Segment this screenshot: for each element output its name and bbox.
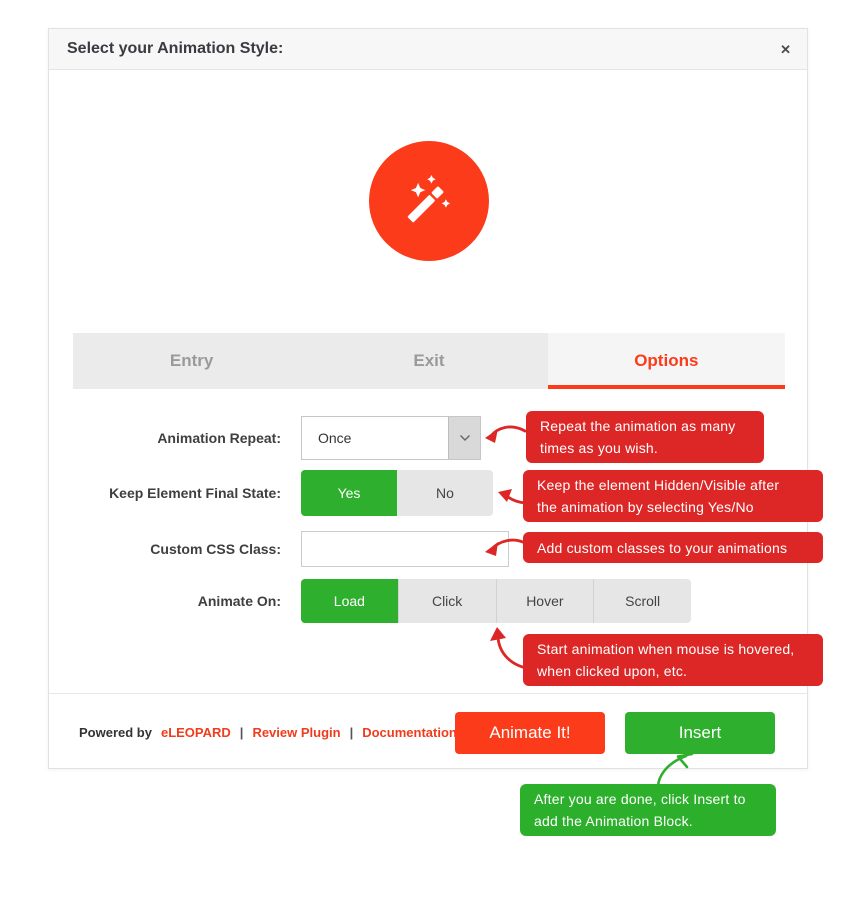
tab-bar: Entry Exit Options [73, 333, 786, 389]
tab-options[interactable]: Options [547, 333, 786, 389]
chevron-down-icon[interactable] [448, 417, 480, 459]
red-arrow-annotation [485, 425, 527, 443]
final-state-label: Keep Element Final State: [109, 485, 281, 501]
animation-style-modal: Select your Animation Style: ✕ Entry Exi… [48, 28, 823, 770]
animate-on-group: Load Click Hover Scroll [301, 579, 691, 623]
animation-repeat-value: Once [318, 430, 352, 446]
custom-css-input[interactable] [301, 531, 509, 567]
custom-css-tooltip: Add custom classes to your animations [523, 532, 823, 563]
modal-header: Select your Animation Style: ✕ [49, 29, 807, 70]
magic-wand-badge [369, 141, 489, 261]
link-eleopard[interactable]: eLEOPARD [160, 725, 231, 740]
repeat-tooltip: Repeat the animation as many times as yo… [526, 411, 764, 463]
final-state-tooltip: Keep the element Hidden/Visible after th… [523, 470, 823, 522]
animate-on-load-button[interactable]: Load [301, 579, 398, 623]
separator: | [239, 725, 244, 740]
powered-by-label: Powered by [79, 725, 152, 740]
link-review-plugin[interactable]: Review Plugin [252, 725, 341, 740]
animation-repeat-label: Animation Repeat: [157, 430, 281, 446]
insert-button[interactable]: Insert [625, 712, 775, 754]
powered-by: Powered by eLEOPARD | Review Plugin | Do… [79, 694, 457, 771]
separator: | [349, 725, 354, 740]
animate-it-button[interactable]: Animate It! [455, 712, 605, 754]
link-documentation[interactable]: Documentation [362, 725, 457, 740]
animation-repeat-select[interactable]: Once [301, 416, 481, 460]
modal-footer: Powered by eLEOPARD | Review Plugin | Do… [49, 693, 807, 770]
insert-tooltip: After you are done, click Insert to add … [520, 784, 776, 836]
animate-on-click-button[interactable]: Click [397, 579, 496, 623]
close-icon[interactable]: ✕ [780, 41, 791, 57]
final-state-no-button[interactable]: No [397, 470, 493, 516]
magic-wand-icon [407, 175, 451, 223]
modal-title: Select your Animation Style: [67, 40, 284, 57]
animate-on-scroll-button[interactable]: Scroll [593, 579, 691, 623]
final-state-yes-button[interactable]: Yes [301, 470, 397, 516]
tab-exit[interactable]: Exit [413, 351, 445, 370]
animate-on-label: Animate On: [197, 593, 281, 609]
animate-on-tooltip: Start animation when mouse is hovered, w… [523, 634, 823, 686]
tab-entry[interactable]: Entry [169, 351, 214, 370]
custom-css-label: Custom CSS Class: [150, 541, 281, 557]
animate-on-hover-button[interactable]: Hover [495, 579, 594, 623]
